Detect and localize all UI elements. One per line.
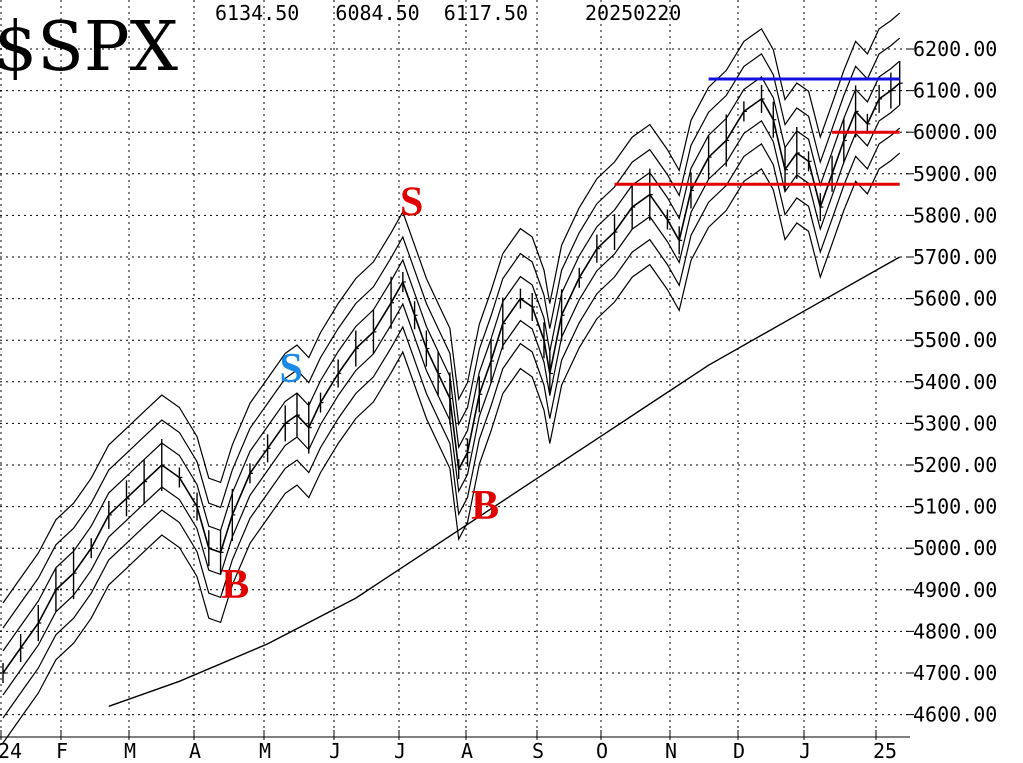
y-tick-label: 4800.00 [913,619,997,643]
y-tick-label: 5200.00 [913,453,997,477]
x-tick-label: M [124,739,136,763]
y-tick-label: 5800.00 [913,203,997,227]
y-tick-label: 6100.00 [913,79,997,103]
y-tick-label: 5400.00 [913,370,997,394]
bands [2,12,901,744]
x-tick-label: N [665,739,677,763]
y-tick-label: 5600.00 [913,287,997,311]
y-tick-label: 4600.00 [913,703,997,727]
y-tick-label: 5700.00 [913,245,997,269]
series [2,61,903,707]
x-tick-label: D [733,739,745,763]
buy-signal-label: B [471,483,499,529]
quote-date: 20250220 [585,1,681,25]
x-tick-label: J [394,739,406,763]
quote-values: 6134.50 6084.50 6117.50 [215,1,528,25]
x-tick-label: 25 [873,739,897,763]
buy-signal-label: B [221,562,249,608]
y-tick-label: 4900.00 [913,578,997,602]
sell-signal-label: S [279,346,302,392]
x-tick-label: J [799,739,811,763]
y-tick-label: 4700.00 [913,661,997,685]
chart-title: $SPX [0,8,179,87]
x-tick-label: S [532,739,544,763]
x-tick-label: A [189,739,201,763]
x-tick-label: 24 [0,739,22,763]
bollinger-band-line [2,12,901,604]
x-tick-label: M [259,739,271,763]
grid [0,0,908,737]
bollinger-band-line [2,152,901,744]
signal-annotations: S S B B [221,179,499,608]
bollinger-band-line [2,104,901,696]
y-tick-label: 6200.00 [913,37,997,61]
y-tick-label: 5500.00 [913,328,997,352]
y-tick-label: 5100.00 [913,495,997,519]
y-tick-label: 5000.00 [913,536,997,560]
sell-signal-label: S [400,179,423,225]
bollinger-band-line [2,127,901,719]
bollinger-band-line [2,37,901,629]
x-axis-ticks: 24 F M A M J J A S O N D J 25 [0,730,910,763]
bollinger-band-line [2,60,901,652]
y-axis-ticks: 6200.00 6100.00 6000.00 5900.00 5800.00 5700.… [906,37,997,727]
moving-average-line [108,256,901,707]
x-tick-label: F [56,739,68,763]
y-tick-label: 6000.00 [913,120,997,144]
y-tick-label: 5900.00 [913,162,997,186]
x-tick-label: O [596,739,608,763]
y-tick-label: 5300.00 [913,411,997,435]
horizontal-lines [614,77,900,186]
x-tick-label: J [329,739,341,763]
x-tick-label: A [461,739,473,763]
price-line [2,82,901,674]
